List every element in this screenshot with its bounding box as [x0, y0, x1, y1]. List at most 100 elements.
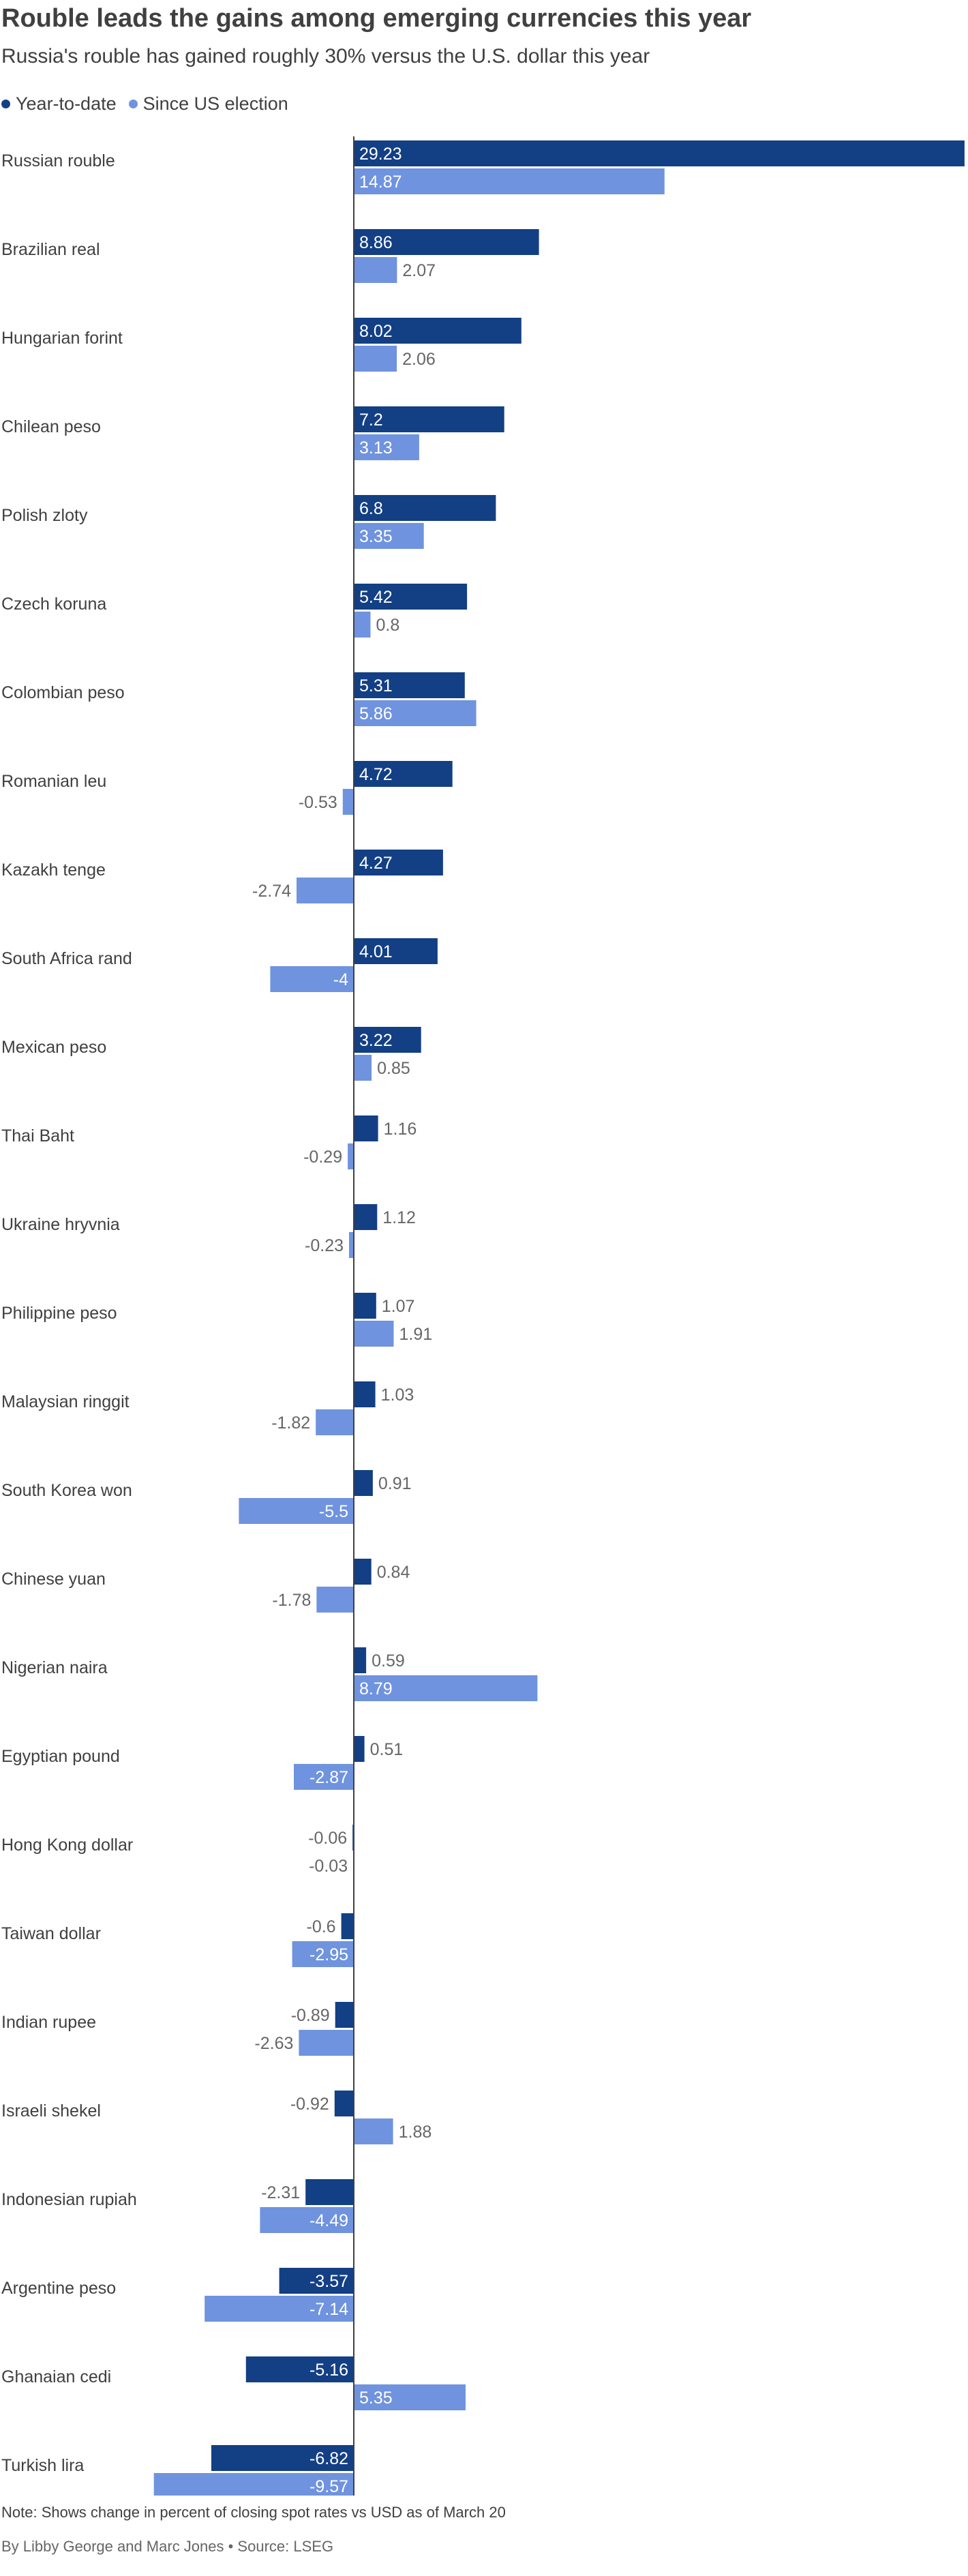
- legend-label-election: Since US election: [142, 93, 288, 114]
- bar-election-philippine-peso: [354, 1321, 394, 1347]
- value-label-ytd-russian-rouble: 29.23: [359, 145, 402, 164]
- value-label-ytd-philippine-peso: 1.07: [382, 1297, 415, 1316]
- value-label-ytd-israeli-shekel: -0.92: [290, 2095, 329, 2114]
- category-label-indonesian-rupiah: Indonesian rupiah: [1, 2190, 137, 2209]
- value-label-election-russian-rouble: 14.87: [359, 173, 402, 192]
- bar-ytd-chinese-yuan: [354, 1559, 372, 1585]
- bar-election-chilean-peso: [354, 434, 419, 460]
- value-label-election-chinese-yuan: -1.78: [272, 1591, 311, 1610]
- value-label-ytd-ghanaian-cedi: -5.16: [309, 2361, 348, 2380]
- value-label-election-colombian-peso: 5.86: [359, 704, 393, 723]
- category-label-hong-kong-dollar: Hong Kong dollar: [1, 1836, 133, 1855]
- value-label-ytd-taiwan-dollar: -0.6: [307, 1917, 336, 1936]
- bar-election-thai-baht: [348, 1143, 354, 1169]
- bar-election-hungarian-forint: [354, 346, 397, 372]
- legend-item-ytd: Year-to-date: [1, 93, 117, 115]
- bar-election-south-korea-won: [239, 1498, 354, 1524]
- bar-election-colombian-peso: [354, 700, 477, 726]
- bar-election-south-africa-rand: [270, 966, 354, 992]
- bar-ytd-ukraine-hryvnia: [354, 1204, 378, 1230]
- value-label-election-hungarian-forint: 2.06: [402, 350, 436, 369]
- value-label-ytd-brazilian-real: 8.86: [359, 233, 393, 252]
- value-label-election-brazilian-real: 2.07: [402, 261, 436, 280]
- bar-ytd-south-africa-rand: [354, 938, 438, 964]
- value-label-ytd-south-africa-rand: 4.01: [359, 942, 393, 961]
- value-label-election-egyptian-pound: -2.87: [309, 1768, 348, 1787]
- value-label-election-mexican-peso: 0.85: [377, 1059, 410, 1078]
- bar-election-egyptian-pound: [294, 1764, 354, 1790]
- bar-ytd-czech-koruna: [354, 584, 468, 610]
- bar-ytd-indian-rupee: [335, 2002, 354, 2028]
- bar-ytd-thai-baht: [354, 1115, 378, 1141]
- category-label-polish-zloty: Polish zloty: [1, 506, 88, 525]
- value-label-election-romanian-leu: -0.53: [299, 793, 337, 812]
- bar-election-turkish-lira: [153, 2473, 354, 2496]
- value-label-ytd-chilean-peso: 7.2: [359, 410, 383, 430]
- value-label-ytd-kazakh-tenge: 4.27: [359, 854, 393, 873]
- bar-ytd-malaysian-ringgit: [354, 1381, 376, 1407]
- bar-election-taiwan-dollar: [292, 1941, 354, 1967]
- value-label-election-argentine-peso: -7.14: [309, 2300, 348, 2319]
- bar-election-brazilian-real: [354, 257, 397, 283]
- value-label-ytd-egyptian-pound: 0.51: [370, 1740, 404, 1759]
- value-label-election-indian-rupee: -2.63: [254, 2034, 293, 2053]
- bar-election-israeli-shekel: [354, 2118, 393, 2144]
- value-label-election-ghanaian-cedi: 5.35: [359, 2388, 393, 2408]
- bar-ytd-nigerian-naira: [354, 1647, 367, 1673]
- category-label-egyptian-pound: Egyptian pound: [1, 1747, 120, 1766]
- chart-subtitle: Russia's rouble has gained roughly 30% v…: [1, 45, 650, 68]
- value-label-ytd-indonesian-rupiah: -2.31: [261, 2183, 300, 2202]
- value-label-ytd-chinese-yuan: 0.84: [377, 1563, 410, 1582]
- category-label-hungarian-forint: Hungarian forint: [1, 329, 123, 348]
- value-label-ytd-argentine-peso: -3.57: [309, 2272, 348, 2291]
- category-label-kazakh-tenge: Kazakh tenge: [1, 860, 106, 880]
- value-label-election-kazakh-tenge: -2.74: [252, 882, 291, 901]
- bar-election-kazakh-tenge: [297, 878, 354, 903]
- bar-election-romanian-leu: [342, 789, 354, 815]
- value-label-ytd-hungarian-forint: 8.02: [359, 322, 393, 341]
- value-label-ytd-colombian-peso: 5.31: [359, 676, 393, 695]
- category-label-philippine-peso: Philippine peso: [1, 1304, 117, 1323]
- bar-ytd-colombian-peso: [354, 672, 465, 698]
- chart-credits: By Libby George and Marc Jones • Source:…: [1, 2538, 334, 2555]
- bar-election-malaysian-ringgit: [316, 1409, 354, 1435]
- value-label-election-israeli-shekel: 1.88: [399, 2123, 432, 2142]
- category-label-nigerian-naira: Nigerian naira: [1, 1658, 108, 1677]
- value-label-ytd-ukraine-hryvnia: 1.12: [382, 1208, 416, 1227]
- bar-election-indian-rupee: [299, 2030, 354, 2056]
- value-label-election-thai-baht: -0.29: [303, 1148, 342, 1167]
- bar-ytd-ghanaian-cedi: [245, 2356, 354, 2382]
- bar-ytd-argentine-peso: [279, 2268, 354, 2294]
- bar-ytd-mexican-peso: [354, 1027, 421, 1053]
- value-label-election-philippine-peso: 1.91: [399, 1325, 433, 1344]
- category-label-romanian-leu: Romanian leu: [1, 772, 106, 791]
- category-label-south-africa-rand: South Africa rand: [1, 949, 132, 968]
- value-label-ytd-indian-rupee: -0.89: [291, 2006, 330, 2025]
- bar-ytd-taiwan-dollar: [341, 1913, 354, 1939]
- value-label-election-nigerian-naira: 8.79: [359, 1679, 393, 1698]
- category-label-colombian-peso: Colombian peso: [1, 683, 125, 702]
- value-label-election-south-africa-rand: -4: [333, 970, 348, 989]
- value-label-election-chilean-peso: 3.13: [359, 438, 393, 458]
- category-label-mexican-peso: Mexican peso: [1, 1038, 106, 1057]
- value-label-ytd-polish-zloty: 6.8: [359, 499, 383, 518]
- category-label-argentine-peso: Argentine peso: [1, 2279, 116, 2298]
- bar-ytd-hungarian-forint: [354, 318, 521, 344]
- value-label-ytd-turkish-lira: -6.82: [309, 2449, 348, 2468]
- bar-ytd-indonesian-rupiah: [305, 2179, 354, 2205]
- value-label-election-indonesian-rupiah: -4.49: [309, 2211, 348, 2230]
- value-label-election-czech-koruna: 0.8: [376, 616, 400, 635]
- value-label-ytd-czech-koruna: 5.42: [359, 588, 393, 607]
- bar-ytd-israeli-shekel: [334, 2091, 354, 2116]
- bar-election-chinese-yuan: [316, 1587, 354, 1613]
- bar-ytd-kazakh-tenge: [354, 850, 443, 875]
- bar-election-ghanaian-cedi: [354, 2384, 466, 2410]
- value-label-election-malaysian-ringgit: -1.82: [271, 1413, 310, 1433]
- category-label-chinese-yuan: Chinese yuan: [1, 1570, 106, 1589]
- category-label-indian-rupee: Indian rupee: [1, 2013, 96, 2032]
- bar-chart: Russian rouble 29.23 14.87 Brazilian real 8.…: [1, 136, 965, 2496]
- category-label-brazilian-real: Brazilian real: [1, 240, 100, 259]
- chart-title: Rouble leads the gains among emerging cu…: [1, 4, 752, 33]
- category-label-turkish-lira: Turkish lira: [1, 2456, 84, 2475]
- category-label-malaysian-ringgit: Malaysian ringgit: [1, 1392, 130, 1411]
